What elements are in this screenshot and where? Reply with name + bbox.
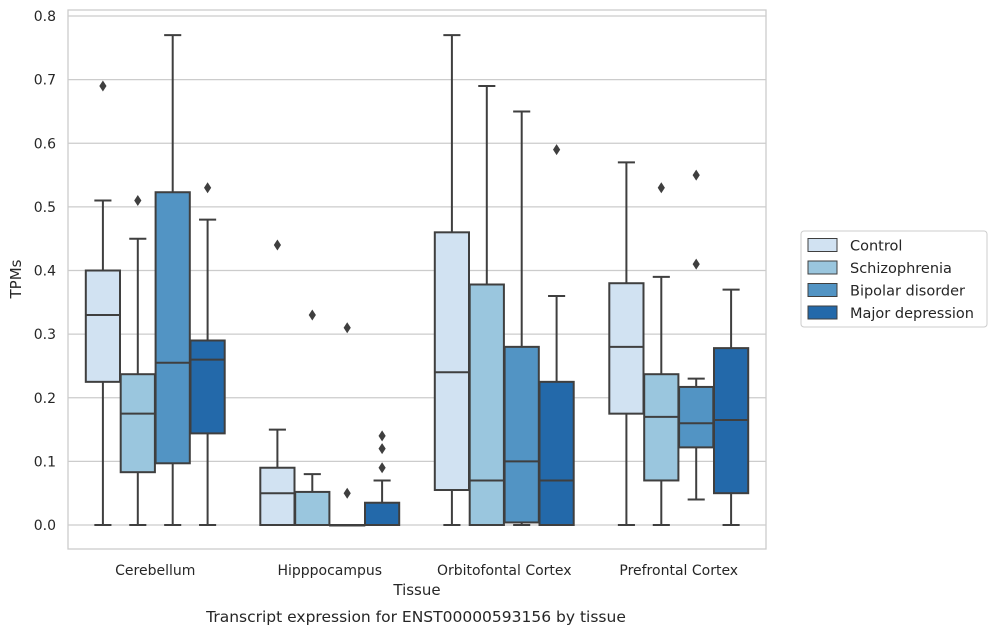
plot-area-frame	[67, 9, 767, 550]
box-iqr	[538, 380, 575, 526]
box-iqr	[363, 501, 401, 527]
outlier-point	[134, 195, 142, 207]
y-tick-label: 0.6	[34, 136, 56, 152]
box-major-depression	[363, 479, 401, 527]
box-control	[259, 428, 296, 526]
outlier-point	[692, 169, 700, 181]
legend-swatch	[807, 283, 838, 297]
y-tick-label: 0.2	[34, 391, 56, 407]
box-major-depression	[538, 294, 575, 526]
box-iqr	[503, 345, 540, 524]
box-bipolar-disorder	[154, 34, 191, 526]
box-iqr	[189, 339, 226, 435]
legend-frame	[800, 230, 988, 328]
box-bipolar-disorder	[503, 110, 540, 526]
box-iqr	[84, 269, 122, 383]
outlier-point	[343, 487, 351, 499]
box-iqr	[294, 490, 331, 527]
box-iqr	[643, 373, 680, 482]
outlier-point	[378, 462, 386, 474]
box-iqr	[678, 385, 715, 449]
y-tick-label: 0.7	[34, 73, 56, 89]
outlier-point	[657, 182, 665, 194]
box-bipolar-disorder	[678, 377, 715, 501]
legend-swatch	[807, 305, 838, 320]
outlier-point	[308, 309, 316, 321]
box-control	[608, 161, 645, 526]
y-axis-label: TPMs	[7, 259, 25, 299]
legend-entry-label: Control	[850, 239, 902, 255]
x-tick-label: Prefrontal Cortex	[619, 563, 738, 579]
outlier-point	[692, 258, 700, 270]
outlier-point	[553, 144, 561, 156]
y-tick-label: 0.8	[34, 9, 56, 25]
y-tick-label: 0.0	[34, 518, 56, 534]
legend-swatch	[807, 260, 838, 275]
y-tick-label: 0.4	[34, 264, 56, 280]
outlier-point	[204, 182, 212, 194]
box-iqr	[154, 191, 191, 465]
x-axis-label: Tissue	[392, 581, 440, 599]
box-iqr	[119, 373, 156, 474]
box-groups	[84, 34, 750, 527]
outlier-point	[378, 443, 386, 455]
box-iqr	[608, 282, 645, 415]
x-tick-label: Cerebellum	[115, 563, 195, 579]
box-control	[84, 199, 122, 526]
legend-entry-label: Schizophrenia	[850, 261, 952, 277]
legend-entry-label: Major depression	[850, 306, 974, 322]
box-control	[433, 34, 471, 526]
chart-caption: Transcript expression for ENST0000059315…	[205, 608, 626, 626]
box-bipolar-disorder	[329, 524, 366, 527]
box-schizophrenia	[468, 84, 505, 526]
outlier-points	[99, 80, 700, 499]
box-major-depression	[189, 218, 226, 526]
y-axis-ticks: 0.0 0.1 0.2 0.3 0.4 0.5 0.6 0.7 0.8	[34, 9, 56, 534]
outlier-point	[99, 80, 107, 92]
box-iqr	[433, 231, 471, 492]
outlier-point	[273, 239, 281, 251]
legend: Control Schizophrenia Bipolar disorder Majo…	[800, 230, 988, 328]
x-tick-label: Orbitofontal Cortex	[437, 563, 572, 579]
y-tick-label: 0.5	[34, 200, 56, 216]
box-schizophrenia	[119, 237, 156, 526]
legend-swatch	[807, 238, 838, 252]
y-tick-label: 0.3	[34, 327, 56, 343]
outlier-point	[343, 322, 351, 334]
x-tick-label: Hipppocampus	[277, 563, 382, 579]
outlier-point	[378, 430, 386, 442]
box-iqr	[468, 283, 505, 526]
box-iqr	[259, 466, 296, 526]
box-schizophrenia	[294, 473, 331, 527]
y-tick-label: 0.1	[34, 454, 56, 470]
x-axis-ticks: Cerebellum Hipppocampus Orbitofontal Corte…	[115, 563, 738, 579]
box-schizophrenia	[643, 275, 680, 526]
box-major-depression	[712, 288, 750, 526]
legend-entry-label: Bipolar disorder	[850, 284, 965, 300]
